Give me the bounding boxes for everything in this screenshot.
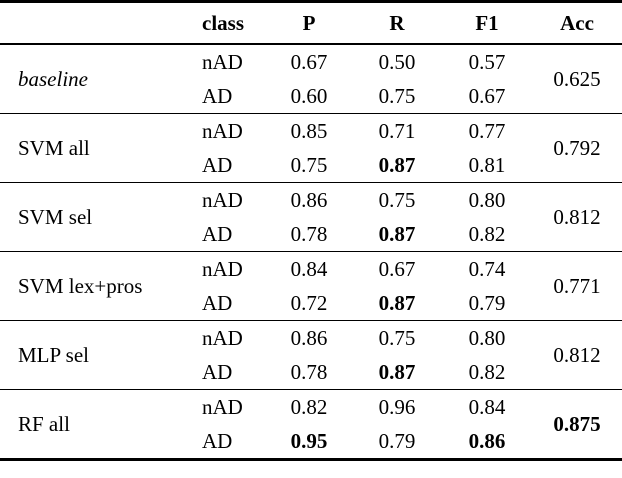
cell-precision: 0.72 <box>290 290 328 315</box>
model-label: SVM all <box>18 135 90 160</box>
cell-f1: 0.67 <box>468 83 506 108</box>
class-label: AD <box>202 221 233 246</box>
cell-precision: 0.78 <box>290 359 328 384</box>
group-svm-sel: SVM sel nAD 0.86 0.75 0.80 0.812 AD 0.78… <box>0 183 622 252</box>
group-mlp-sel: MLP sel nAD 0.86 0.75 0.80 0.812 AD 0.78… <box>0 321 622 390</box>
cell-f1: 0.80 <box>468 187 506 212</box>
cell-precision: 0.75 <box>290 152 328 177</box>
table-row: AD 0.60 0.75 0.67 <box>0 79 622 114</box>
model-label: baseline <box>18 66 88 91</box>
cell-f1: 0.84 <box>468 394 506 419</box>
cell-precision: 0.86 <box>290 325 328 350</box>
class-label: nAD <box>202 187 243 212</box>
class-label: AD <box>202 83 233 108</box>
cell-precision: 0.95 <box>290 428 328 453</box>
class-label: AD <box>202 359 233 384</box>
table-row: AD 0.78 0.87 0.82 <box>0 217 622 252</box>
model-label: MLP sel <box>18 342 89 367</box>
cell-f1: 0.57 <box>468 49 506 74</box>
class-label: AD <box>202 152 233 177</box>
model-label: RF all <box>18 411 70 436</box>
class-label: nAD <box>202 118 243 143</box>
cell-accuracy: 0.875 <box>553 411 601 436</box>
cell-f1: 0.74 <box>468 256 506 281</box>
model-label: SVM lex+pros <box>18 273 143 298</box>
cell-precision: 0.60 <box>290 83 328 108</box>
cell-f1: 0.82 <box>468 221 506 246</box>
group-rf-all: RF all nAD 0.82 0.96 0.84 0.875 AD 0.95 … <box>0 390 622 460</box>
cell-precision: 0.86 <box>290 187 328 212</box>
class-label: nAD <box>202 394 243 419</box>
group-svm-lex-pros: SVM lex+pros nAD 0.84 0.67 0.74 0.771 AD… <box>0 252 622 321</box>
cell-precision: 0.84 <box>290 256 328 281</box>
cell-recall: 0.79 <box>378 428 416 453</box>
cell-f1: 0.80 <box>468 325 506 350</box>
cell-recall: 0.87 <box>378 290 416 315</box>
cell-accuracy: 0.625 <box>553 66 601 91</box>
header-accuracy: Acc <box>560 10 594 35</box>
cell-precision: 0.78 <box>290 221 328 246</box>
model-label: SVM sel <box>18 204 93 229</box>
cell-recall: 0.87 <box>378 152 416 177</box>
cell-accuracy: 0.812 <box>553 204 601 229</box>
table-row: SVM sel nAD 0.86 0.75 0.80 0.812 <box>0 183 622 229</box>
cell-accuracy: 0.771 <box>553 273 601 298</box>
header-model <box>0 2 192 45</box>
cell-recall: 0.96 <box>378 394 416 419</box>
cell-recall: 0.75 <box>378 325 416 350</box>
group-baseline: baseline nAD 0.67 0.50 0.57 0.625 AD 0.6… <box>0 44 622 114</box>
table-header: class P R F1 Acc <box>0 2 622 45</box>
header-precision: P <box>302 10 316 35</box>
class-label: AD <box>202 290 233 315</box>
cell-recall: 0.87 <box>378 221 416 246</box>
class-label: nAD <box>202 325 243 350</box>
cell-precision: 0.82 <box>290 394 328 419</box>
table-row: baseline nAD 0.67 0.50 0.57 0.625 <box>0 44 622 91</box>
class-label: nAD <box>202 49 243 74</box>
cell-recall: 0.67 <box>378 256 416 281</box>
cell-recall: 0.87 <box>378 359 416 384</box>
table-row: SVM lex+pros nAD 0.84 0.67 0.74 0.771 <box>0 252 622 298</box>
class-label: AD <box>202 428 233 453</box>
cell-precision: 0.67 <box>290 49 328 74</box>
cell-f1: 0.81 <box>468 152 506 177</box>
table-row: RF all nAD 0.82 0.96 0.84 0.875 <box>0 390 622 436</box>
group-svm-all: SVM all nAD 0.85 0.71 0.77 0.792 AD 0.75… <box>0 114 622 183</box>
results-table: class P R F1 Acc baseline nAD 0.67 0.50 … <box>0 0 622 461</box>
cell-precision: 0.85 <box>290 118 328 143</box>
cell-recall: 0.75 <box>378 187 416 212</box>
header-class: class <box>202 10 244 35</box>
class-label: nAD <box>202 256 243 281</box>
cell-f1: 0.79 <box>468 290 506 315</box>
cell-recall: 0.75 <box>378 83 416 108</box>
cell-f1: 0.77 <box>468 118 506 143</box>
table-row: AD 0.95 0.79 0.86 <box>0 424 622 460</box>
cell-f1: 0.82 <box>468 359 506 384</box>
cell-f1: 0.86 <box>468 428 506 453</box>
cell-recall: 0.50 <box>378 49 416 74</box>
table-row: SVM all nAD 0.85 0.71 0.77 0.792 <box>0 114 622 160</box>
table-row: AD 0.78 0.87 0.82 <box>0 355 622 390</box>
table-row: AD 0.72 0.87 0.79 <box>0 286 622 321</box>
cell-accuracy: 0.792 <box>553 135 601 160</box>
header-f1: F1 <box>475 10 499 35</box>
cell-recall: 0.71 <box>378 118 416 143</box>
table-row: MLP sel nAD 0.86 0.75 0.80 0.812 <box>0 321 622 367</box>
cell-accuracy: 0.812 <box>553 342 601 367</box>
header-row: class P R F1 Acc <box>0 2 622 45</box>
header-recall: R <box>389 10 405 35</box>
table-row: AD 0.75 0.87 0.81 <box>0 148 622 183</box>
